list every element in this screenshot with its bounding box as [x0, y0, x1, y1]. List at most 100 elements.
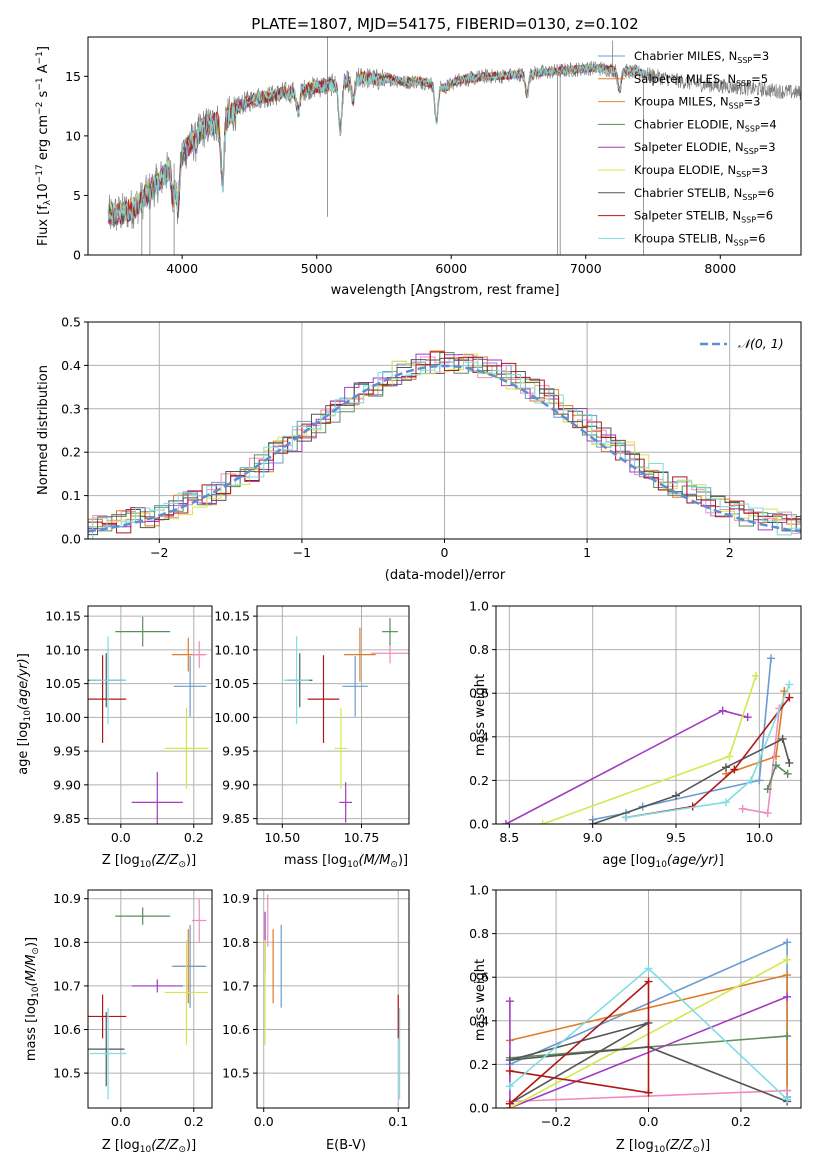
p4-xlabel: age [log10(age/yr)] [602, 853, 724, 870]
x-tick-label: −2 [150, 545, 168, 560]
y-tick-label: 10.10 [45, 642, 81, 657]
mass-weight-marker [783, 1032, 792, 1041]
y-tick-label: 0.6 [469, 686, 489, 701]
p6-xlabel: E(B-V) [326, 1138, 366, 1153]
figure-title: PLATE=1807, MJD=54175, FIBERID=0130, z=0… [251, 15, 638, 33]
mass-weight-marker [644, 1088, 653, 1097]
x-tick-label: −1 [293, 545, 311, 560]
mass-weight-marker [502, 820, 510, 824]
histogram-series [88, 351, 801, 539]
mass-weight-marker [772, 761, 780, 770]
y-tick-label: 0.2 [61, 445, 81, 460]
y-tick-label: 5 [73, 188, 81, 203]
grid [257, 606, 409, 824]
mass-weight-vs-age-panel: 8.5 9.0 9.5 10.0 0.0 0.2 0.4 0.6 0.8 1.0 [469, 599, 802, 845]
y-tick-label: 10.05 [45, 676, 81, 691]
y-tick-label: 0.0 [469, 1101, 489, 1116]
mass-weight-line [505, 709, 748, 824]
y-tick-label: 0.5 [61, 315, 81, 330]
y-tick-label: 10.9 [53, 891, 81, 906]
y-tick-label: 15 [65, 69, 81, 84]
x-tick-label: 9.0 [583, 830, 603, 845]
spectrum-legend: Chabrier MILES, NSSP=3 Salpeter MILES, NS… [598, 49, 777, 247]
p3-xlabel: mass [log10(M/M⊙)] [284, 853, 408, 870]
grid [88, 606, 212, 824]
mass-weight-marker [783, 938, 792, 947]
mass-weight-marker [785, 680, 794, 689]
y-tick-label: 0.3 [61, 401, 81, 416]
x-tick-label: 10.75 [344, 830, 380, 845]
x-tick-label: 2 [726, 545, 734, 560]
model-spectrum [107, 62, 647, 225]
mass-weight-marker [785, 758, 794, 767]
spectrum-ylabel: Flux [fλ10−17 erg cm−2 s−1 A−1] [35, 46, 53, 246]
model-spectrum [107, 63, 647, 225]
y-tick-label: 0.8 [469, 926, 489, 941]
y-tick-label: 0.6 [469, 970, 489, 985]
y-tick-label: 10.7 [53, 978, 81, 993]
axes-frame [256, 889, 410, 1109]
mass-weight-marker [538, 820, 547, 824]
mass-vs-extinction-panel: 0.0 0.1 10.5 10.6 10.7 10.8 10.9 [222, 889, 410, 1129]
mass-weight-marker [505, 1056, 514, 1065]
y-tick-label: 9.90 [53, 777, 81, 792]
y-tick-label: 0 [73, 248, 81, 263]
grid [496, 605, 801, 825]
grid [88, 890, 212, 1108]
p5-ylabel: mass [log10(M/M⊙)] [24, 937, 41, 1061]
plot-area [283, 618, 409, 823]
y-tick-label: 10.5 [222, 1066, 250, 1081]
mass-weight-marker [783, 971, 792, 980]
legend-label: Salpeter STELIB, NSSP=6 [634, 209, 773, 225]
x-tick-label: 0.2 [184, 830, 204, 845]
p2-xlabel: Z [log10(Z/Z⊙)] [102, 853, 196, 870]
mass-weight-marker [755, 776, 764, 785]
y-tick-label: 10.8 [53, 935, 81, 950]
mass-weight-marker [778, 734, 787, 743]
mass-weight-marker [722, 798, 730, 807]
x-tick-label: 0.2 [184, 1114, 204, 1129]
plot-area [88, 898, 209, 1100]
y-tick-label: 10.05 [214, 676, 250, 691]
x-tick-label: 0 [441, 545, 449, 560]
axes-frame [87, 36, 802, 256]
axes-frame [87, 321, 802, 540]
mass-weight-marker [725, 752, 734, 761]
y-tick-label: 9.95 [53, 744, 81, 759]
plot-area [264, 894, 401, 1100]
p4-ylabel: mass weight [473, 674, 488, 756]
plot-area [107, 37, 801, 255]
legend-label: Chabrier MILES, NSSP=3 [634, 49, 769, 65]
y-tick-label: 9.85 [222, 811, 250, 826]
y-tick-label: 0.0 [61, 532, 81, 547]
mass-weight-marker [722, 763, 730, 772]
y-tick-label: 9.85 [53, 811, 81, 826]
x-tick-label: 4000 [166, 261, 198, 276]
y-tick-label: 10.7 [222, 978, 250, 993]
histogram-series [88, 357, 801, 536]
grid [257, 890, 409, 1108]
plot-area [88, 616, 209, 824]
mass-weight-marker [785, 693, 794, 702]
plot-area [505, 938, 792, 1108]
residual-histogram-panel: −2 −1 0 1 2 0.0 0.1 0.2 0.3 0.4 0.5 [61, 315, 802, 560]
p5-xlabel: Z [log10(Z/Z⊙)] [102, 1138, 196, 1155]
x-tick-label: 6000 [435, 261, 467, 276]
axes-frame [256, 605, 410, 825]
age-vs-mass-panel: 10.50 10.75 9.85 9.90 9.95 10.00 10.05 10.10 10.… [214, 605, 410, 845]
x-tick-label: 0.0 [254, 1114, 274, 1129]
y-tick-label: 10.6 [222, 1022, 250, 1037]
y-tick-label: 0.4 [469, 1013, 489, 1028]
y-tick-label: 10.15 [214, 609, 250, 624]
y-tick-label: 0.0 [469, 817, 489, 832]
y-tick-label: 0.2 [469, 773, 489, 788]
mass-weight-marker [783, 992, 792, 1001]
mass-weight-marker [505, 1099, 514, 1108]
x-tick-label: 5000 [301, 261, 333, 276]
mass-weight-marker [767, 654, 775, 663]
legend-label: Kroupa MILES, NSSP=3 [634, 95, 760, 111]
y-tick-label: 9.95 [222, 744, 250, 759]
y-tick-label: 10.9 [222, 891, 250, 906]
x-tick-label: −0.2 [541, 1114, 571, 1129]
